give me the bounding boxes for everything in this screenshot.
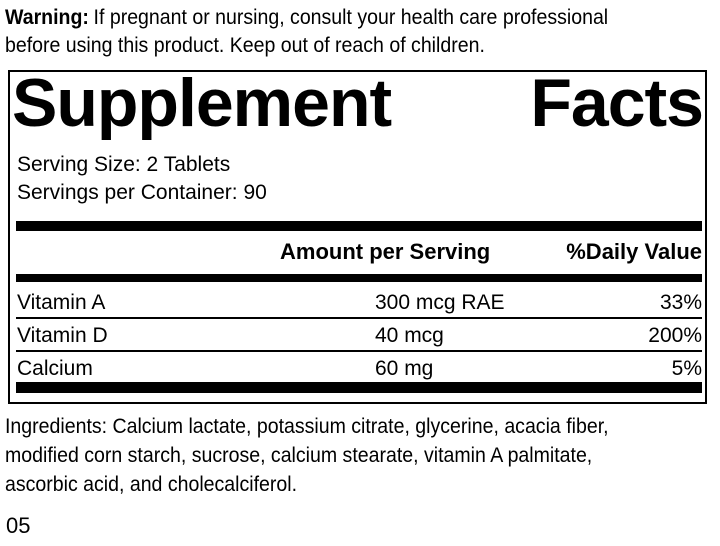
supplement-facts-panel: Supplement Facts Serving Size: 2 Tablets…	[8, 65, 707, 404]
nutrient-daily-value: 33%	[659, 291, 702, 314]
column-header-daily-value: %Daily Value	[566, 239, 702, 264]
thick-divider-bottom	[16, 382, 702, 393]
table-row-vitamin-d: Vitamin D 40 mcg 200%	[16, 321, 702, 350]
warning-paragraph: Warning: If pregnant or nursing, consult …	[5, 4, 654, 60]
serving-size: Serving Size: 2 Tablets	[17, 153, 231, 176]
thick-divider-top	[16, 221, 702, 231]
row-divider	[16, 317, 702, 319]
ingredients-line-1: Ingredients: Calcium lactate, potassium …	[5, 415, 609, 438]
ingredients-line-2: modified corn starch, sucrose, calcium s…	[5, 444, 593, 467]
warning-line-2: before using this product. Keep out of r…	[5, 34, 485, 57]
nutrient-daily-value: 5%	[671, 357, 702, 380]
table-row-calcium: Calcium 60 mg 5%	[16, 354, 702, 383]
warning-text: If pregnant or nursing, consult your hea…	[93, 6, 609, 29]
row-divider	[16, 350, 702, 352]
panel-title: Supplement Facts	[12, 65, 704, 141]
ingredients-paragraph: Ingredients: Calcium lactate, potassium …	[5, 412, 654, 499]
nutrient-daily-value: 200%	[648, 324, 702, 347]
table-header-row: Amount per Serving %Daily Value	[16, 239, 702, 265]
nutrient-name: Vitamin D	[17, 324, 108, 347]
warning-label: Warning:	[5, 6, 89, 29]
panel-title-word-1: Supplement	[12, 65, 392, 141]
thick-divider-header	[16, 274, 702, 282]
table-row-vitamin-a: Vitamin A 300 mcg RAE 33%	[16, 288, 702, 317]
panel-title-word-2: Facts	[530, 65, 704, 141]
servings-per-container: Servings per Container: 90	[17, 181, 267, 204]
lot-code: 05	[6, 513, 31, 538]
nutrient-name: Calcium	[17, 357, 93, 380]
nutrient-amount: 40 mcg	[375, 324, 444, 347]
nutrient-amount: 300 mcg RAE	[375, 291, 505, 314]
warning-line-1: Warning: If pregnant or nursing, consult …	[5, 4, 654, 32]
column-header-amount: Amount per Serving	[280, 239, 491, 264]
nutrient-amount: 60 mg	[375, 357, 434, 380]
ingredients-line-3: ascorbic acid, and cholecalciferol.	[5, 473, 298, 496]
nutrient-name: Vitamin A	[17, 291, 106, 314]
